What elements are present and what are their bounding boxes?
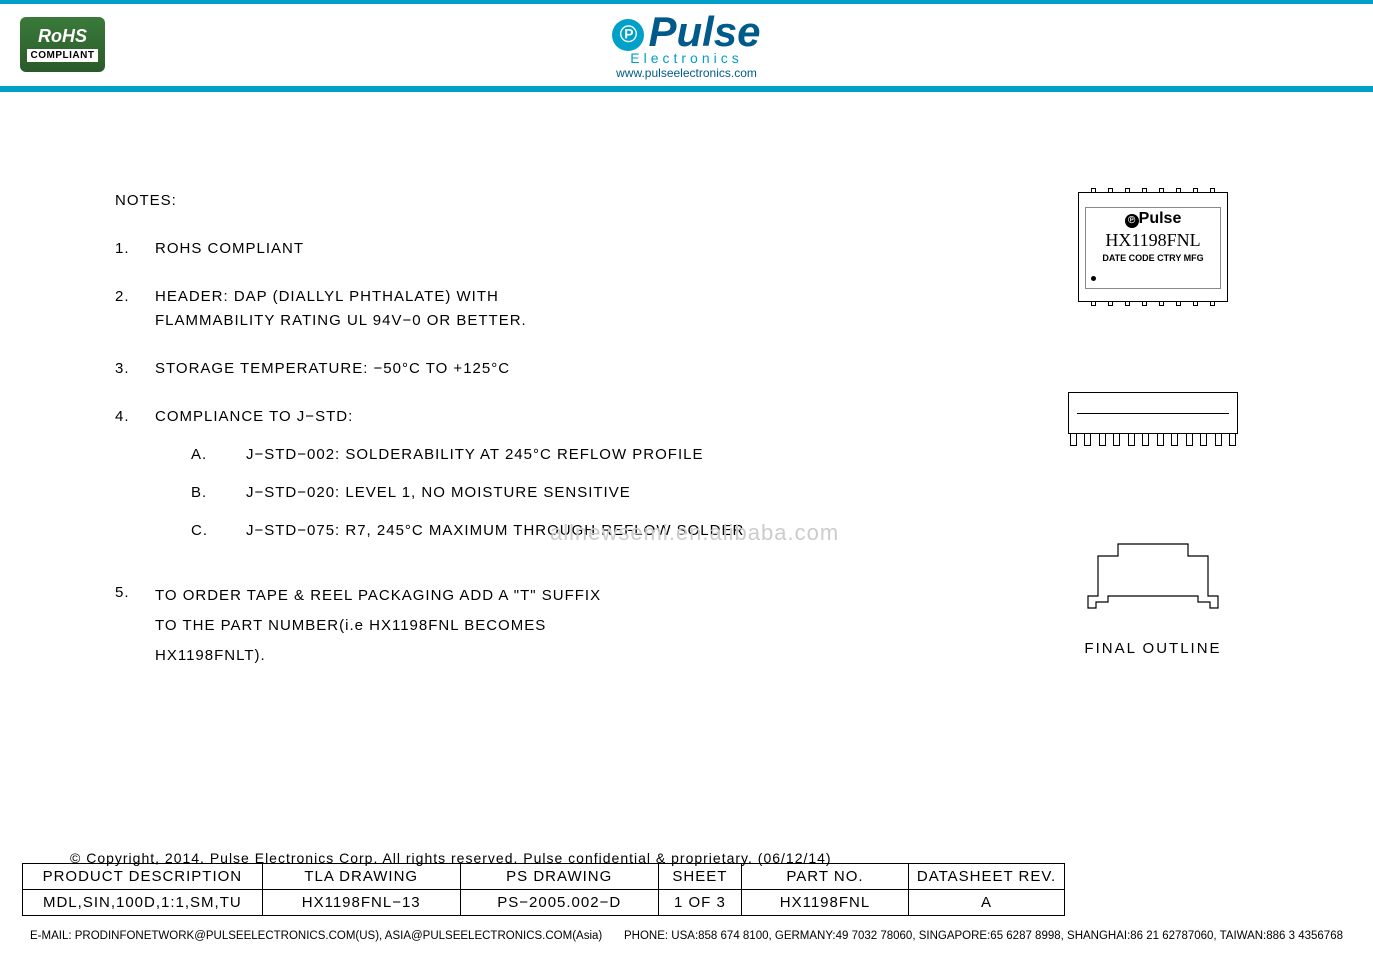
note-text: HEADER: DAP (DIALLYL PHTHALATE) WITH FLA…: [155, 285, 575, 333]
note-text: COMPLIANCE TO J−STD:: [155, 405, 1013, 429]
table-header-row: PRODUCT DESCRIPTION TLA DRAWING PS DRAWI…: [23, 864, 1065, 890]
th-product-desc: PRODUCT DESCRIPTION: [23, 864, 263, 890]
brand-text: Pulse: [648, 8, 760, 55]
note-num: 3.: [115, 357, 155, 381]
note-text: STORAGE TEMPERATURE: −50°C TO +125°C: [155, 357, 510, 381]
rohs-label: RoHS: [38, 26, 87, 47]
note-4a: A. J−STD−002: SOLDERABILITY AT 245°C REF…: [155, 443, 1013, 467]
note-num: 1.: [115, 237, 155, 261]
note-5: 5. TO ORDER TAPE & REEL PACKAGING ADD A …: [115, 581, 1013, 671]
td-tla: HX1198FNL−13: [262, 890, 460, 916]
chip-side-view: [1068, 392, 1238, 446]
note-2: 2. HEADER: DAP (DIALLYL PHTHALATE) WITH …: [115, 285, 1013, 333]
chip-brand: ℗Pulse: [1086, 210, 1220, 228]
note-num: 4.: [115, 405, 155, 557]
notes-section: NOTES: 1. ROHS COMPLIANT 2. HEADER: DAP …: [115, 192, 1013, 695]
th-ps: PS DRAWING: [460, 864, 658, 890]
note-4: 4. COMPLIANCE TO J−STD: A. J−STD−002: SO…: [115, 405, 1013, 557]
footer: E-MAIL: PRODINFONETWORK@PULSEELECTRONICS…: [30, 930, 1343, 942]
content-area: NOTES: 1. ROHS COMPLIANT 2. HEADER: DAP …: [0, 92, 1373, 695]
note-4c: C. J−STD−075: R7, 245°C MAXIMUM THROUGH …: [155, 519, 1013, 543]
brand-circle-icon: ℗: [612, 19, 644, 51]
sub-letter: C.: [191, 519, 246, 543]
header: RoHS COMPLIANT ℗Pulse Electronics www.pu…: [0, 4, 1373, 84]
chip-partno: HX1198FNL: [1086, 230, 1220, 251]
note-4-sublist: A. J−STD−002: SOLDERABILITY AT 245°C REF…: [155, 443, 1013, 543]
chip-top-view: ℗Pulse HX1198FNL DATE CODE CTRY MFG: [1078, 192, 1228, 302]
sub-letter: B.: [191, 481, 246, 505]
chip-pin1-dot: [1091, 276, 1096, 281]
sub-letter: A.: [191, 443, 246, 467]
note-4b: B. J−STD−020: LEVEL 1, NO MOISTURE SENSI…: [155, 481, 1013, 505]
sub-text: J−STD−075: R7, 245°C MAXIMUM THROUGH REF…: [246, 519, 744, 543]
rohs-badge: RoHS COMPLIANT: [20, 17, 105, 72]
chip-dateline: DATE CODE CTRY MFG: [1086, 253, 1220, 263]
rohs-compliant-label: COMPLIANT: [27, 49, 99, 62]
diagrams-column: ℗Pulse HX1198FNL DATE CODE CTRY MFG FINA…: [1053, 192, 1253, 695]
notes-title: NOTES:: [115, 192, 1013, 209]
brand-wordmark: ℗Pulse: [105, 8, 1268, 56]
td-sheet: 1 OF 3: [658, 890, 741, 916]
th-sheet: SHEET: [658, 864, 741, 890]
th-rev: DATASHEET REV.: [908, 864, 1064, 890]
note-text: ROHS COMPLIANT: [155, 237, 304, 261]
th-tla: TLA DRAWING: [262, 864, 460, 890]
table-data-row: MDL,SIN,100D,1:1,SM,TU HX1198FNL−13 PS−2…: [23, 890, 1065, 916]
td-product-desc: MDL,SIN,100D,1:1,SM,TU: [23, 890, 263, 916]
brand-url: www.pulseelectronics.com: [105, 66, 1268, 80]
td-partno: HX1198FNL: [742, 890, 909, 916]
note-1: 1. ROHS COMPLIANT: [115, 237, 1013, 261]
note-3: 3. STORAGE TEMPERATURE: −50°C TO +125°C: [115, 357, 1013, 381]
sub-text: J−STD−020: LEVEL 1, NO MOISTURE SENSITIV…: [246, 481, 631, 505]
th-partno: PART NO.: [742, 864, 909, 890]
pulse-logo: ℗Pulse Electronics www.pulseelectronics.…: [105, 8, 1268, 80]
chip-end-view: [1078, 526, 1228, 616]
note-num: 2.: [115, 285, 155, 333]
title-block-table: PRODUCT DESCRIPTION TLA DRAWING PS DRAWI…: [22, 863, 1065, 916]
note-num: 5.: [115, 581, 155, 671]
note-text: TO ORDER TAPE & REEL PACKAGING ADD A "T"…: [155, 581, 615, 671]
footer-phone: PHONE: USA:858 674 8100, GERMANY:49 7032…: [624, 930, 1343, 942]
footer-email: E-MAIL: PRODINFONETWORK@PULSEELECTRONICS…: [30, 930, 602, 942]
td-rev: A: [908, 890, 1064, 916]
sub-text: J−STD−002: SOLDERABILITY AT 245°C REFLOW…: [246, 443, 703, 467]
final-outline-label: FINAL OUTLINE: [1053, 640, 1253, 657]
td-ps: PS−2005.002−D: [460, 890, 658, 916]
brand-subtitle: Electronics: [105, 50, 1268, 66]
